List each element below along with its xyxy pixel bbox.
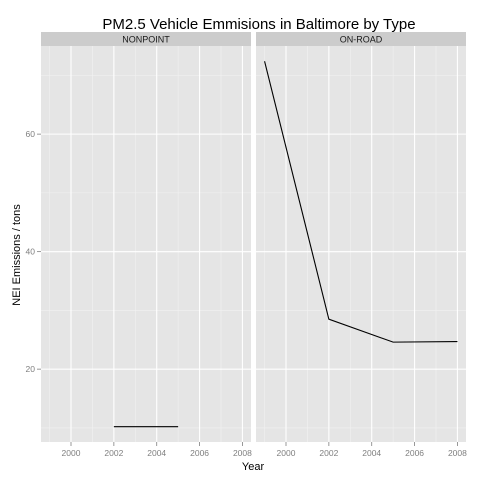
x-tick-label: 2006: [405, 448, 424, 458]
x-tick-label: 2004: [362, 448, 381, 458]
x-tick-label: 2002: [319, 448, 338, 458]
series-line-on-road: [264, 61, 458, 343]
panel-nonpoint: [41, 46, 251, 442]
y-tick-label: 60: [26, 129, 36, 139]
strip-label-on-road: ON-ROAD: [340, 35, 383, 45]
x-tick-label: 2000: [277, 448, 296, 458]
facet-panels: NONPOINT 2000 2002 2004 2006 2008 20 40 60 ON-ROA…: [26, 32, 467, 458]
x-tick-label: 2008: [233, 448, 252, 458]
x-tick-label: 2000: [62, 448, 81, 458]
strip-on-road: [256, 32, 466, 46]
chart-title: PM2.5 Vehicle Emmisions in Baltimore by …: [102, 16, 415, 33]
y-tick-label: 40: [26, 247, 36, 257]
y-axis-title: NEI Emissions / tons: [11, 204, 23, 306]
y-tick-label: 20: [26, 364, 36, 374]
strip-nonpoint: [41, 32, 251, 46]
strip-label-nonpoint: NONPOINT: [122, 35, 170, 45]
panel-on-road: [256, 46, 466, 442]
x-tick-label: 2006: [190, 448, 209, 458]
x-axis-title: Year: [242, 461, 265, 473]
x-tick-label: 2008: [448, 448, 467, 458]
x-tick-label: 2004: [147, 448, 166, 458]
x-tick-label: 2002: [104, 448, 123, 458]
